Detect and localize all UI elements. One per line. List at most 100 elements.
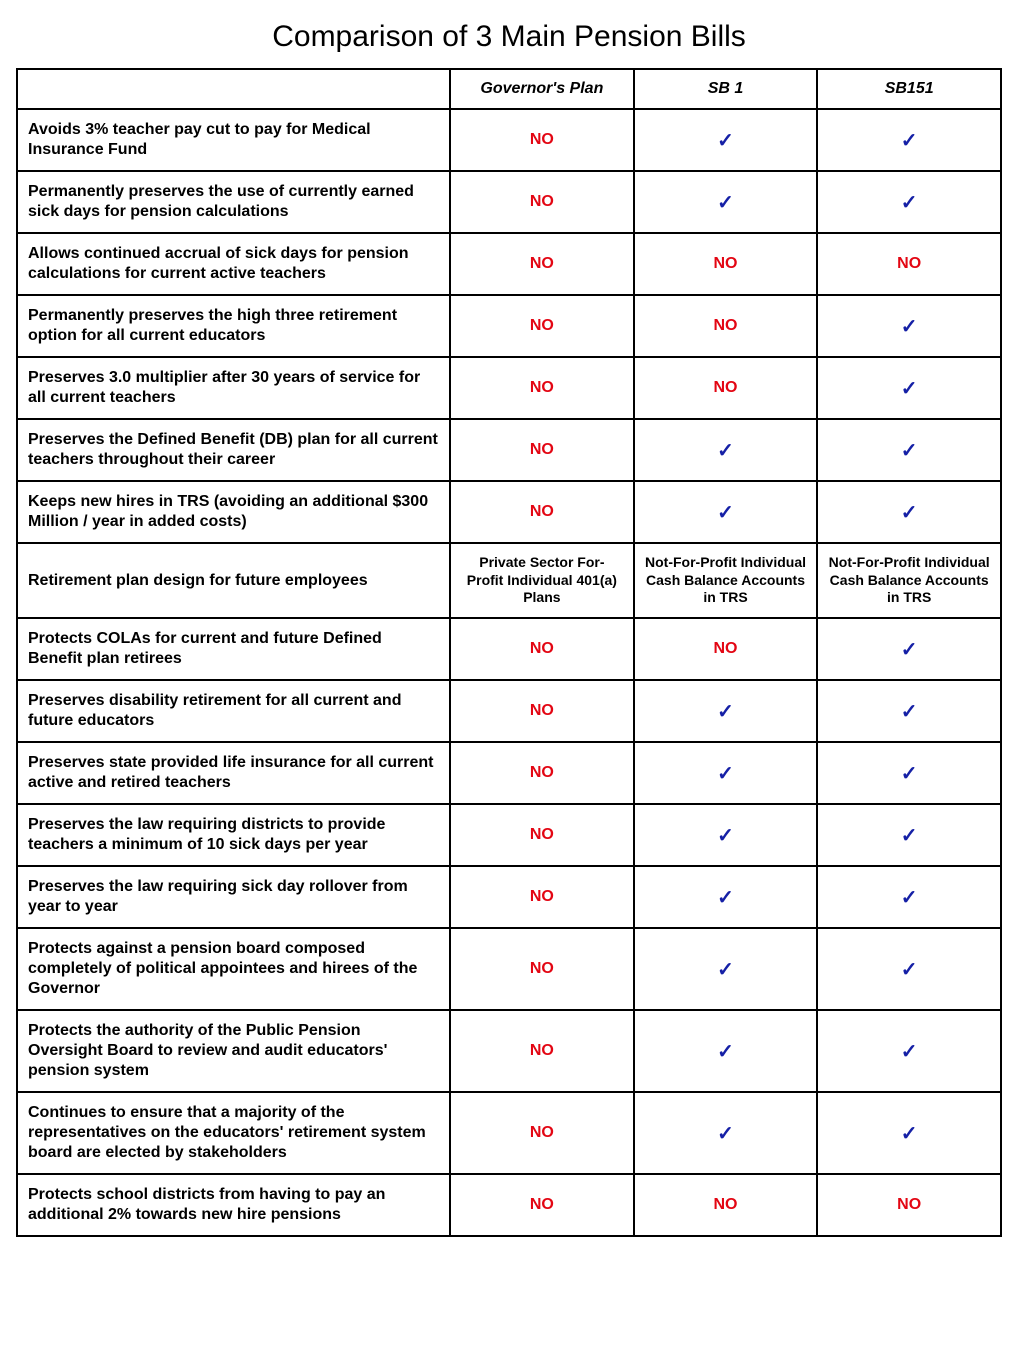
table-row: Allows continued accrual of sick days fo… xyxy=(17,233,1001,295)
no-label: NO xyxy=(530,640,554,657)
checkmark-icon: ✓ xyxy=(717,192,734,214)
value-cell: NO xyxy=(450,171,634,233)
checkmark-icon: ✓ xyxy=(901,1041,918,1063)
no-label: NO xyxy=(530,764,554,781)
no-label: NO xyxy=(530,702,554,719)
value-cell: NO xyxy=(817,233,1001,295)
feature-cell: Allows continued accrual of sick days fo… xyxy=(17,233,450,295)
no-label: NO xyxy=(530,131,554,148)
column-header-sb151: SB151 xyxy=(817,69,1001,109)
value-cell: ✓ xyxy=(634,481,818,543)
value-cell: NO xyxy=(450,1092,634,1174)
value-cell: ✓ xyxy=(634,680,818,742)
feature-cell: Continues to ensure that a majority of t… xyxy=(17,1092,450,1174)
checkmark-icon: ✓ xyxy=(901,130,918,152)
table-row: Preserves the law requiring districts to… xyxy=(17,804,1001,866)
value-cell: NO xyxy=(450,419,634,481)
table-row: Preserves 3.0 multiplier after 30 years … xyxy=(17,357,1001,419)
feature-cell: Preserves state provided life insurance … xyxy=(17,742,450,804)
value-cell: NO xyxy=(450,481,634,543)
checkmark-icon: ✓ xyxy=(717,959,734,981)
value-cell: ✓ xyxy=(817,742,1001,804)
checkmark-icon: ✓ xyxy=(901,192,918,214)
value-cell: NO xyxy=(450,928,634,1010)
value-cell: NO xyxy=(450,109,634,171)
checkmark-icon: ✓ xyxy=(717,763,734,785)
no-label: NO xyxy=(714,640,738,657)
no-label: NO xyxy=(530,441,554,458)
checkmark-icon: ✓ xyxy=(717,825,734,847)
checkmark-icon: ✓ xyxy=(901,887,918,909)
value-cell: NO xyxy=(450,866,634,928)
no-label: NO xyxy=(897,255,921,272)
checkmark-icon: ✓ xyxy=(901,316,918,338)
table-header-row: Governor's Plan SB 1 SB151 xyxy=(17,69,1001,109)
table-row: Protects COLAs for current and future De… xyxy=(17,618,1001,680)
value-cell: ✓ xyxy=(634,742,818,804)
value-cell: ✓ xyxy=(817,928,1001,1010)
no-label: NO xyxy=(530,1042,554,1059)
value-cell: ✓ xyxy=(634,1092,818,1174)
value-cell: NO xyxy=(450,804,634,866)
value-cell: NO xyxy=(450,233,634,295)
column-header-feature xyxy=(17,69,450,109)
value-cell: Not-For-Profit Individual Cash Balance A… xyxy=(634,543,818,618)
no-label: NO xyxy=(530,193,554,210)
no-label: NO xyxy=(530,503,554,520)
feature-cell: Preserves 3.0 multiplier after 30 years … xyxy=(17,357,450,419)
checkmark-icon: ✓ xyxy=(901,959,918,981)
feature-cell: Protects against a pension board compose… xyxy=(17,928,450,1010)
feature-cell: Permanently preserves the use of current… xyxy=(17,171,450,233)
value-cell: ✓ xyxy=(817,1010,1001,1092)
feature-cell: Preserves the law requiring sick day rol… xyxy=(17,866,450,928)
value-cell: ✓ xyxy=(817,866,1001,928)
value-cell: ✓ xyxy=(817,618,1001,680)
table-row: Protects the authority of the Public Pen… xyxy=(17,1010,1001,1092)
value-cell: NO xyxy=(817,1174,1001,1236)
feature-cell: Preserves the law requiring districts to… xyxy=(17,804,450,866)
value-cell: NO xyxy=(634,357,818,419)
checkmark-icon: ✓ xyxy=(717,1041,734,1063)
no-label: NO xyxy=(530,1124,554,1141)
no-label: NO xyxy=(530,317,554,334)
no-label: NO xyxy=(530,379,554,396)
value-cell: NO xyxy=(634,1174,818,1236)
feature-cell: Protects school districts from having to… xyxy=(17,1174,450,1236)
feature-cell: Permanently preserves the high three ret… xyxy=(17,295,450,357)
value-cell: ✓ xyxy=(817,419,1001,481)
value-cell: ✓ xyxy=(634,419,818,481)
checkmark-icon: ✓ xyxy=(901,763,918,785)
value-cell: Private Sector For-Profit Individual 401… xyxy=(450,543,634,618)
feature-cell: Preserves disability retirement for all … xyxy=(17,680,450,742)
checkmark-icon: ✓ xyxy=(717,130,734,152)
value-cell: NO xyxy=(634,295,818,357)
checkmark-icon: ✓ xyxy=(901,701,918,723)
table-row: Keeps new hires in TRS (avoiding an addi… xyxy=(17,481,1001,543)
value-cell: ✓ xyxy=(817,1092,1001,1174)
value-cell: ✓ xyxy=(817,804,1001,866)
value-cell: ✓ xyxy=(817,357,1001,419)
value-cell: NO xyxy=(450,1174,634,1236)
checkmark-icon: ✓ xyxy=(717,502,734,524)
value-cell: NO xyxy=(450,295,634,357)
value-cell: ✓ xyxy=(817,481,1001,543)
no-label: NO xyxy=(714,317,738,334)
value-cell: NO xyxy=(450,618,634,680)
no-label: NO xyxy=(714,255,738,272)
value-cell: ✓ xyxy=(817,295,1001,357)
table-row: Preserves disability retirement for all … xyxy=(17,680,1001,742)
no-label: NO xyxy=(530,888,554,905)
value-cell: ✓ xyxy=(634,804,818,866)
value-cell: NO xyxy=(450,742,634,804)
table-row: Preserves the law requiring sick day rol… xyxy=(17,866,1001,928)
table-row: Permanently preserves the high three ret… xyxy=(17,295,1001,357)
value-cell: ✓ xyxy=(817,171,1001,233)
table-row: Protects against a pension board compose… xyxy=(17,928,1001,1010)
checkmark-icon: ✓ xyxy=(901,639,918,661)
no-label: NO xyxy=(530,826,554,843)
no-label: NO xyxy=(714,1196,738,1213)
value-text: Not-For-Profit Individual Cash Balance A… xyxy=(645,554,807,607)
table-row: Permanently preserves the use of current… xyxy=(17,171,1001,233)
table-row: Continues to ensure that a majority of t… xyxy=(17,1092,1001,1174)
checkmark-icon: ✓ xyxy=(717,887,734,909)
